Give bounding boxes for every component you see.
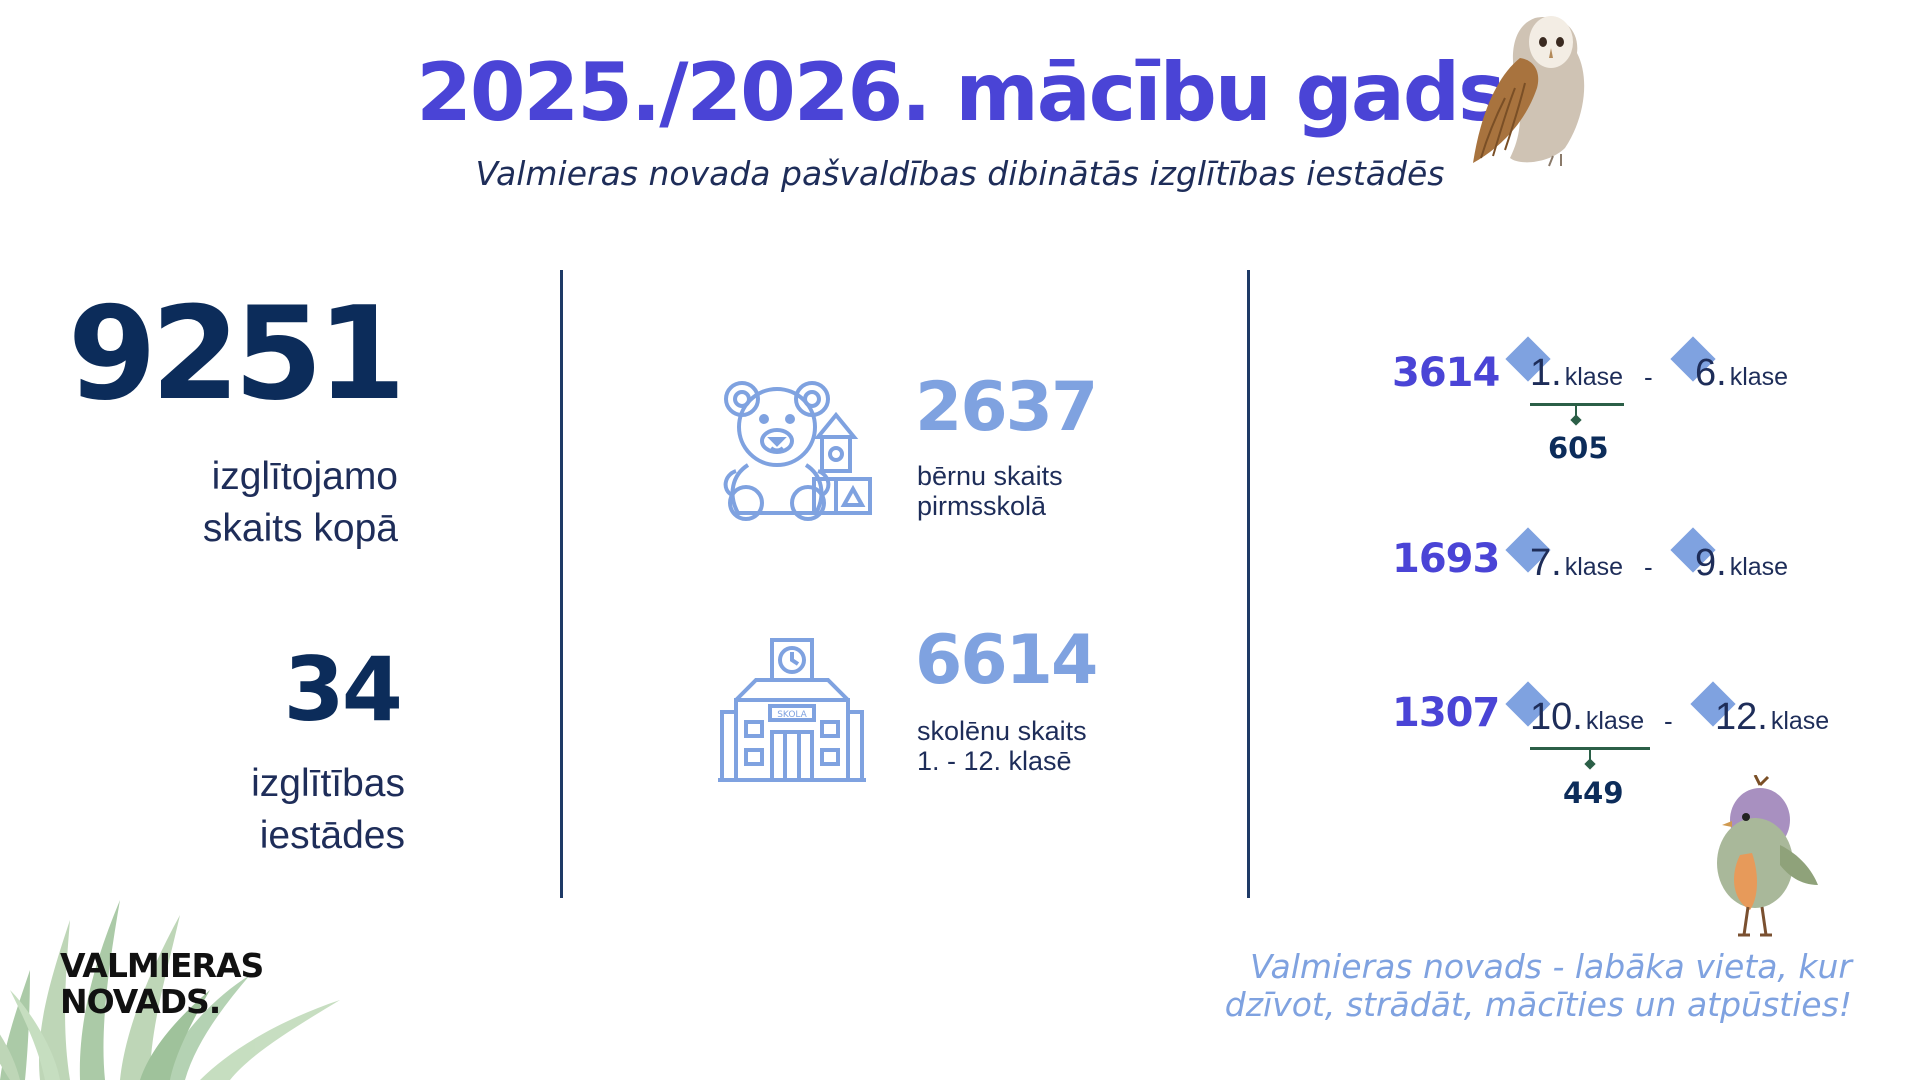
grade-row-1-bracket-dot (1570, 414, 1582, 426)
preschool-count: 2637 (915, 368, 1098, 447)
divider-left (560, 270, 563, 898)
valmieras-novads-logo: VALMIERAS NOVADS. (60, 946, 264, 1021)
teddy-bear-icon (723, 381, 872, 521)
students-total-count: 9251 (67, 280, 406, 429)
divider-right (1247, 270, 1250, 898)
bird-illustration (1717, 775, 1818, 937)
grade-row-1-from: 1. klase (1530, 352, 1623, 395)
grade-row-2-count: 1693 (1392, 536, 1500, 582)
grade-row-1-to-number: 6. (1695, 352, 1727, 394)
grade-row-3-from: 10. klase (1530, 696, 1644, 739)
students-total-label-line2: skaits kopā (202, 507, 398, 550)
grade-row-1-sub-count: 605 (1548, 431, 1609, 465)
page-title: 2025./2026. mācību gads (416, 46, 1506, 139)
page-subtitle: Valmieras novada pašvaldības dibinātās i… (475, 154, 1445, 193)
institutions-label: izglītības iestādes (60, 758, 405, 862)
grade-row-1-from-unit: klase (1564, 363, 1624, 391)
grade-row-1-separator: - (1644, 362, 1653, 392)
grass-illustration (0, 900, 340, 1080)
grade-row-2-from-number: 7. (1530, 542, 1562, 584)
owl-illustration (1473, 16, 1585, 167)
grade-row-2-to-number: 9. (1695, 542, 1727, 584)
institutions-label-line2: iestādes (259, 814, 405, 857)
grade-row-3-to-number: 12. (1715, 696, 1768, 738)
school-building-sign: SKOLA (777, 710, 807, 720)
school-label-line2: 1. - 12. klasē (917, 746, 1072, 776)
grade-row-2-separator: - (1644, 552, 1653, 582)
grade-row-3-bracket-dot (1584, 758, 1596, 770)
grade-row-3-sub-count: 449 (1563, 776, 1624, 810)
preschool-label-line1: bērnu skaits (917, 461, 1063, 491)
grade-row-3-from-number: 10. (1530, 696, 1583, 738)
preschool-label: bērnu skaits pirmsskolā (917, 461, 1063, 521)
grade-row-3-to: 12. klase (1715, 696, 1829, 739)
grade-row-3-bracket (1530, 747, 1650, 750)
school-label-line1: skolēnu skaits (917, 716, 1087, 746)
footer-slogan-line1: Valmieras novads - labāka vieta, kur (1250, 947, 1852, 986)
school-count: 6614 (915, 621, 1098, 700)
footer-slogan: Valmieras novads - labāka vieta, kur dzī… (1080, 948, 1852, 1024)
students-total-label-line1: izglītojamo (211, 455, 398, 498)
grade-row-3-separator: - (1664, 706, 1673, 736)
grade-row-3-to-unit: klase (1770, 707, 1830, 735)
institutions-count: 34 (283, 638, 403, 741)
grade-row-1-to-unit: klase (1729, 363, 1789, 391)
grade-row-3-bracket-stem (1589, 749, 1591, 763)
grade-row-2-to: 9. klase (1695, 542, 1788, 585)
grade-row-1-to: 6. klase (1695, 352, 1788, 395)
grade-row-3-count: 1307 (1392, 690, 1500, 736)
school-building-icon: SKOLA (718, 638, 866, 782)
students-total-label: izglītojamo skaits kopā (60, 451, 398, 555)
grade-row-1-bracket (1530, 403, 1624, 406)
logo-line1: VALMIERAS (60, 946, 264, 985)
grade-row-2-to-unit: klase (1729, 553, 1789, 581)
grade-row-2-from: 7. klase (1530, 542, 1623, 585)
grade-row-1-count: 3614 (1392, 350, 1500, 396)
preschool-label-line2: pirmsskolā (917, 491, 1047, 521)
grade-row-1-from-number: 1. (1530, 352, 1562, 394)
grade-row-1-bracket-stem (1575, 405, 1577, 419)
footer-slogan-line2: dzīvot, strādāt, mācīties un atpūsties! (1224, 985, 1852, 1024)
grade-row-3-from-unit: klase (1585, 707, 1645, 735)
logo-line2: NOVADS. (60, 982, 221, 1021)
institutions-label-line1: izglītības (251, 762, 405, 805)
school-label: skolēnu skaits 1. - 12. klasē (917, 716, 1087, 776)
grade-row-2-from-unit: klase (1564, 553, 1624, 581)
